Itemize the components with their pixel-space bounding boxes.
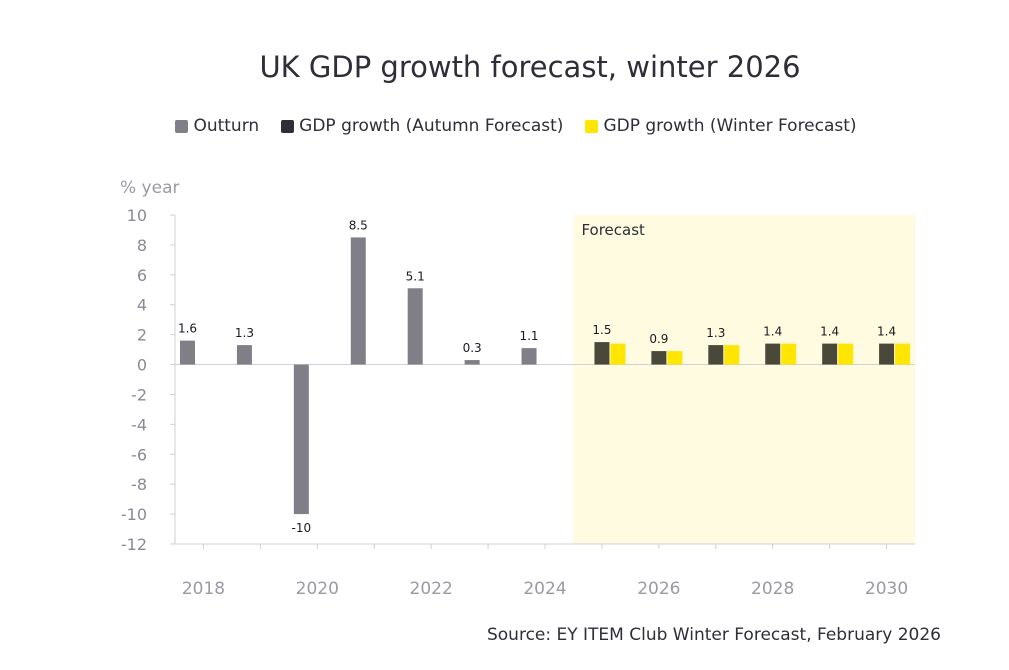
data-label-autumn: 1.4 xyxy=(820,325,839,339)
data-label-outturn: 1.1 xyxy=(519,329,538,343)
bar-autumn xyxy=(765,343,781,365)
bar-outturn xyxy=(236,345,252,365)
y-tick-label: -2 xyxy=(131,385,147,404)
x-tick-label: 2028 xyxy=(751,579,794,599)
x-tick-label: 2026 xyxy=(637,579,680,599)
legend-label-outturn: Outturn xyxy=(193,116,260,136)
legend-swatch-autumn xyxy=(281,119,295,133)
forecast-label: Forecast xyxy=(581,221,645,239)
data-label-outturn: -10 xyxy=(292,521,312,535)
bar-autumn xyxy=(708,345,724,365)
data-label-autumn: 1.4 xyxy=(763,325,782,339)
y-tick-label: -6 xyxy=(131,445,147,464)
data-label-autumn: 1.3 xyxy=(706,326,725,340)
x-tick-label: 2022 xyxy=(410,579,453,599)
data-label-outturn: 1.6 xyxy=(178,322,197,336)
legend: Outturn GDP growth (Autumn Forecast) GDP… xyxy=(0,116,1009,136)
legend-label-autumn: GDP growth (Autumn Forecast) xyxy=(299,116,564,136)
bar-winter xyxy=(724,345,740,365)
bar-autumn xyxy=(651,351,667,365)
data-label-outturn: 0.3 xyxy=(463,341,482,355)
y-tick-label: -4 xyxy=(131,415,147,434)
bar-autumn xyxy=(822,343,838,365)
bar-autumn xyxy=(594,342,610,365)
data-label-outturn: 5.1 xyxy=(406,269,425,283)
data-label-outturn: 1.3 xyxy=(235,326,254,340)
legend-item-winter: GDP growth (Winter Forecast) xyxy=(585,116,857,136)
legend-label-winter: GDP growth (Winter Forecast) xyxy=(603,116,857,136)
legend-swatch-outturn xyxy=(175,119,189,133)
source-note: Source: EY ITEM Club Winter Forecast, Fe… xyxy=(486,625,941,645)
chart-title: UK GDP growth forecast, winter 2026 xyxy=(259,50,801,84)
bar-outturn xyxy=(407,288,423,365)
bar-outturn xyxy=(293,364,309,515)
forecast-region xyxy=(573,215,915,544)
bar-autumn xyxy=(879,343,895,365)
x-tick-label: 2024 xyxy=(523,579,566,599)
y-axis-label: % year xyxy=(120,178,179,198)
bar-winter xyxy=(781,343,797,365)
bar-winter xyxy=(838,343,854,365)
data-label-outturn: 8.5 xyxy=(349,218,368,232)
x-tick-label: 2030 xyxy=(865,579,908,599)
bar-outturn xyxy=(464,360,480,365)
y-tick-label: 8 xyxy=(137,236,147,255)
bar-outturn xyxy=(521,348,537,365)
legend-item-outturn: Outturn xyxy=(175,116,259,136)
data-label-autumn: 1.5 xyxy=(592,323,611,337)
legend-item-autumn: GDP growth (Autumn Forecast) xyxy=(281,116,563,136)
bar-outturn xyxy=(180,340,195,365)
y-tick-label: 10 xyxy=(127,206,147,225)
x-tick-label: 2020 xyxy=(296,579,339,599)
bar-winter xyxy=(610,343,626,365)
y-tick-label: 2 xyxy=(137,326,147,345)
legend-swatch-winter xyxy=(585,119,599,133)
y-tick-label: -8 xyxy=(131,475,147,494)
y-tick-label: -10 xyxy=(121,505,147,524)
x-tick-label: 2018 xyxy=(182,579,225,599)
data-label-autumn: 0.9 xyxy=(649,332,668,346)
y-tick-label: -12 xyxy=(121,535,147,554)
y-tick-label: 4 xyxy=(137,296,147,315)
y-tick-label: 6 xyxy=(137,266,147,285)
bar-winter xyxy=(895,343,911,365)
y-tick-label: 0 xyxy=(137,356,147,375)
bar-winter xyxy=(667,351,683,365)
bar-outturn xyxy=(350,237,366,365)
data-label-autumn: 1.4 xyxy=(877,325,896,339)
